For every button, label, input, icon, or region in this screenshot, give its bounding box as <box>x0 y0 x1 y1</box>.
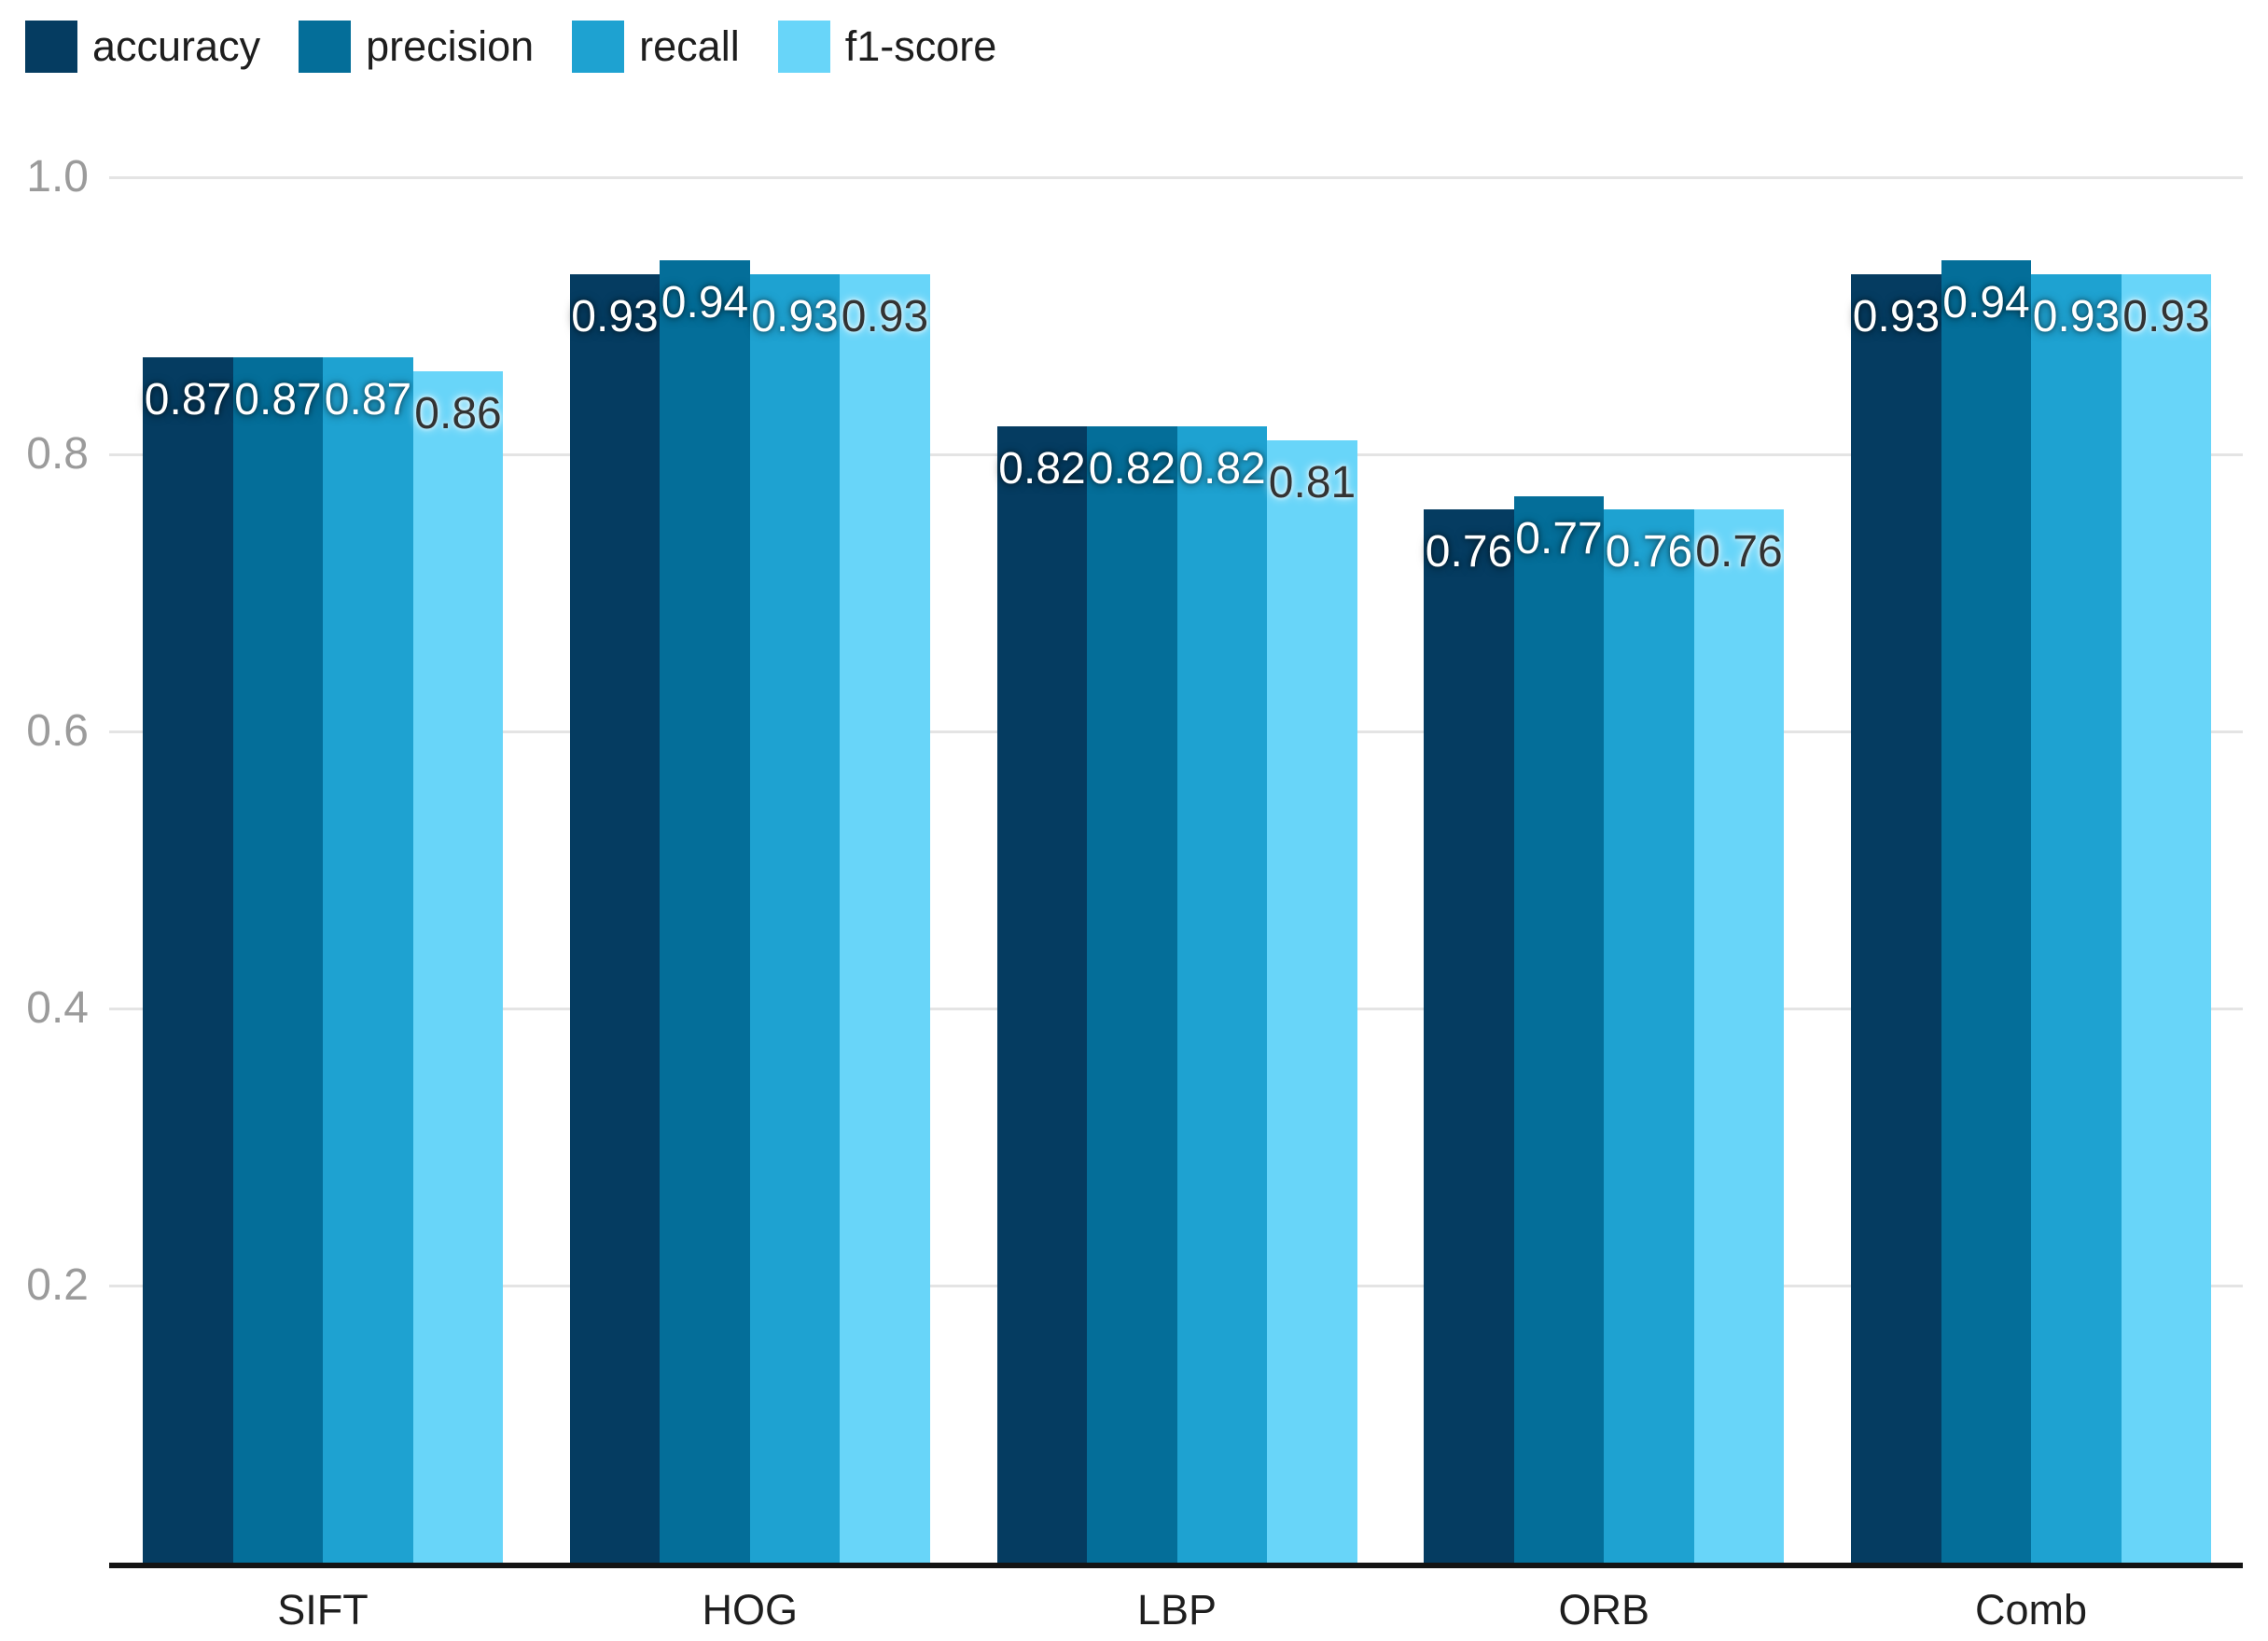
bar-Comb-recall <box>2031 274 2122 1563</box>
gridline-1.0 <box>109 176 2243 179</box>
bar-value-label-Comb-accuracy: 0.93 <box>1852 292 1941 341</box>
bar-value-label-ORB-f1-score: 0.76 <box>1695 527 1783 577</box>
legend-item-accuracy: accuracy <box>25 21 260 73</box>
bar-value-label-ORB-recall: 0.76 <box>1605 527 1693 577</box>
bar-value-label-SIFT-recall: 0.87 <box>324 375 412 424</box>
bar-value-label-LBP-precision: 0.82 <box>1088 444 1176 494</box>
bar-HOG-recall <box>750 274 840 1563</box>
bar-Comb-f1-score <box>2122 274 2211 1563</box>
bar-value-label-SIFT-precision: 0.87 <box>234 375 322 424</box>
legend-item-precision: precision <box>299 21 534 73</box>
bar-value-label-ORB-accuracy: 0.76 <box>1425 527 1513 577</box>
bar-value-label-SIFT-f1-score: 0.86 <box>414 389 502 438</box>
legend-item-f1-score: f1-score <box>777 21 997 73</box>
legend-label: accuracy <box>92 22 261 70</box>
bar-ORB-accuracy <box>1424 509 1514 1563</box>
bar-SIFT-precision <box>233 357 323 1563</box>
y-tick-label: 0.4 <box>26 983 89 1033</box>
bar-LBP-f1-score <box>1267 440 1357 1563</box>
bar-value-label-HOG-precision: 0.94 <box>661 278 749 327</box>
bar-ORB-recall <box>1604 509 1694 1563</box>
bar-HOG-accuracy <box>570 274 660 1563</box>
y-tick-label: 0.6 <box>26 706 89 756</box>
bar-value-label-HOG-accuracy: 0.93 <box>571 292 659 341</box>
category-label-ORB: ORB <box>1558 1586 1650 1634</box>
category-label-HOG: HOG <box>702 1586 799 1634</box>
bar-value-label-Comb-precision: 0.94 <box>1942 278 2030 327</box>
x-axis-line <box>109 1563 2243 1568</box>
bar-value-label-Comb-recall: 0.93 <box>2032 292 2121 341</box>
bar-value-label-ORB-precision: 0.77 <box>1515 514 1603 563</box>
legend-label: precision <box>366 22 535 70</box>
bar-ORB-f1-score <box>1694 509 1784 1563</box>
bar-value-label-LBP-recall: 0.82 <box>1178 444 1266 494</box>
bar-HOG-precision <box>660 260 750 1563</box>
bar-SIFT-recall <box>323 357 413 1563</box>
bar-LBP-precision <box>1087 426 1177 1563</box>
bar-value-label-Comb-f1-score: 0.93 <box>2122 292 2210 341</box>
bar-SIFT-f1-score <box>413 371 503 1563</box>
bar-value-label-HOG-recall: 0.93 <box>751 292 839 341</box>
bar-Comb-accuracy <box>1851 274 1941 1563</box>
bar-SIFT-accuracy <box>143 357 233 1563</box>
legend-swatch-f1-score <box>777 21 830 73</box>
bar-value-label-HOG-f1-score: 0.93 <box>841 292 929 341</box>
bar-value-label-SIFT-accuracy: 0.87 <box>144 375 232 424</box>
category-label-Comb: Comb <box>1974 1586 2088 1634</box>
y-tick-label: 0.8 <box>26 429 89 479</box>
bar-Comb-precision <box>1941 260 2031 1563</box>
category-label-SIFT: SIFT <box>277 1586 369 1634</box>
category-label-LBP: LBP <box>1136 1586 1217 1634</box>
bar-value-label-LBP-f1-score: 0.81 <box>1268 458 1357 508</box>
legend-swatch-precision <box>299 21 352 73</box>
y-tick-label: 1.0 <box>26 152 89 202</box>
bar-LBP-accuracy <box>997 426 1087 1563</box>
bar-ORB-precision <box>1514 496 1604 1563</box>
legend-label: recall <box>639 22 740 70</box>
legend-swatch-accuracy <box>25 21 77 73</box>
legend: accuracy precision recall f1-score <box>25 21 996 73</box>
legend-label: f1-score <box>844 22 997 70</box>
y-tick-label: 0.2 <box>26 1260 89 1310</box>
legend-swatch-recall <box>572 21 625 73</box>
bar-HOG-f1-score <box>840 274 930 1563</box>
bar-value-label-LBP-accuracy: 0.82 <box>998 444 1086 494</box>
legend-item-recall: recall <box>572 21 740 73</box>
bar-LBP-recall <box>1177 426 1267 1563</box>
